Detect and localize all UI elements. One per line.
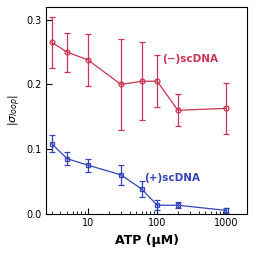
Text: (−)scDNA: (−)scDNA — [163, 54, 219, 64]
Y-axis label: $|\sigma_{loop}|$: $|\sigma_{loop}|$ — [7, 94, 23, 126]
X-axis label: ATP (μM): ATP (μM) — [115, 234, 179, 247]
Text: (+)scDNA: (+)scDNA — [144, 173, 200, 183]
